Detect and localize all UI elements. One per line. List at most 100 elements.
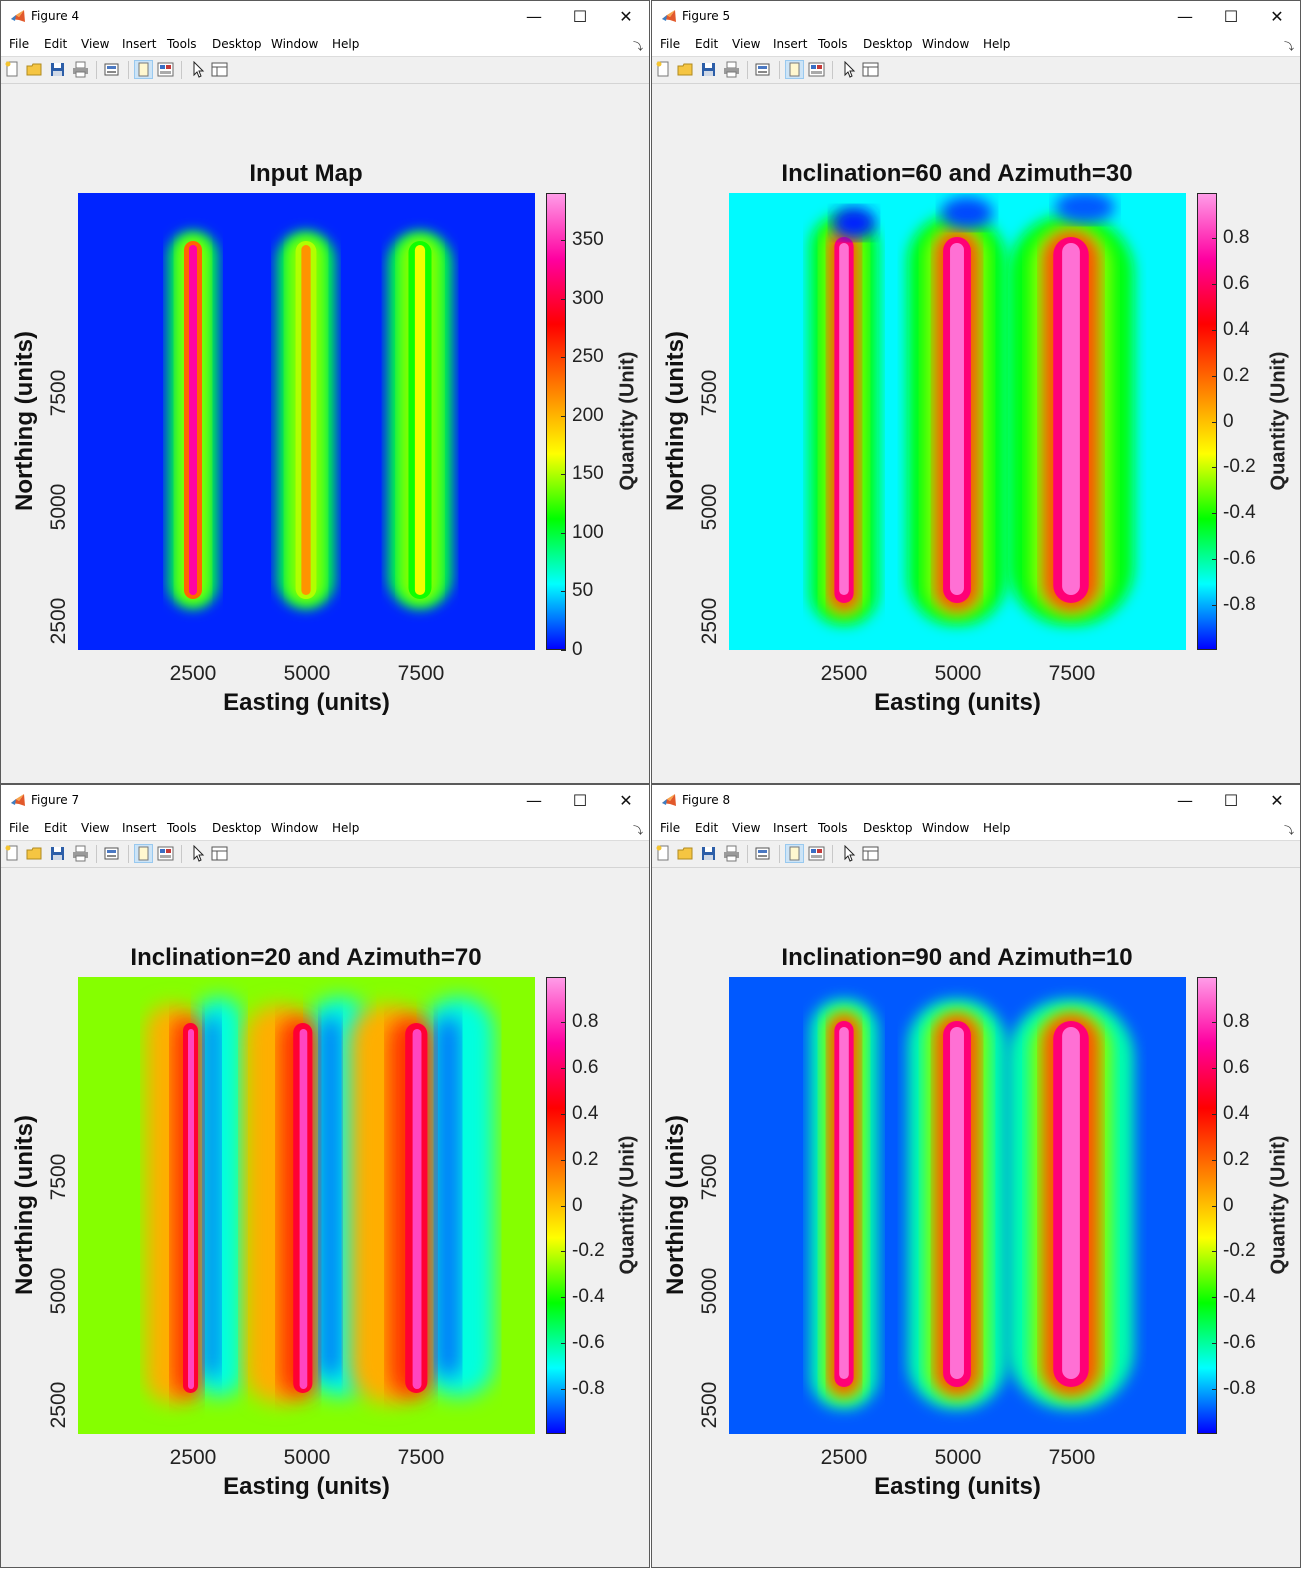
pointer-button[interactable] (840, 844, 857, 862)
panel-button[interactable] (808, 61, 825, 78)
figure-button[interactable] (134, 844, 153, 863)
menu-tools[interactable]: Tools (818, 821, 848, 835)
menu-file[interactable]: File (660, 821, 681, 835)
save-button[interactable] (700, 845, 717, 862)
open-folder-button[interactable] (26, 845, 43, 862)
title-bar[interactable]: Figure 7 — ☐ ✕ (1, 785, 649, 816)
figure-window-8[interactable]: Figure 8 — ☐ ✕ File Edit View Insert Tools Deskto… (651, 784, 1301, 1568)
title-bar[interactable]: Figure 8 — ☐ ✕ (652, 785, 1300, 816)
print-button[interactable] (72, 61, 89, 78)
maximize-button[interactable]: ☐ (572, 7, 588, 26)
figure-button[interactable] (134, 60, 153, 79)
plot-axes[interactable] (729, 977, 1186, 1434)
save-button[interactable] (700, 61, 717, 78)
figure-button[interactable] (785, 844, 804, 863)
menu-window[interactable]: Window (271, 821, 319, 835)
close-button[interactable]: ✕ (619, 791, 633, 810)
new-file-button[interactable] (655, 845, 672, 862)
property-editor-button[interactable] (211, 61, 228, 78)
menu-edit[interactable]: Edit (695, 821, 719, 835)
menu-window[interactable]: Window (922, 37, 970, 51)
menu-tools[interactable]: Tools (167, 37, 197, 51)
save-button[interactable] (49, 845, 66, 862)
colorbar[interactable] (546, 193, 566, 650)
plot-axes[interactable] (78, 193, 535, 650)
menu-tools[interactable]: Tools (818, 37, 848, 51)
pointer-button[interactable] (189, 60, 206, 78)
link-plot-button[interactable] (754, 845, 771, 862)
menu-view[interactable]: View (81, 37, 110, 51)
link-plot-button[interactable] (754, 61, 771, 78)
menu-desktop[interactable]: Desktop (212, 821, 262, 835)
save-button[interactable] (49, 61, 66, 78)
property-editor-button[interactable] (211, 845, 228, 862)
menu-desktop[interactable]: Desktop (863, 821, 913, 835)
minimize-button[interactable]: — (1177, 7, 1193, 26)
new-file-button[interactable] (4, 845, 21, 862)
minimize-button[interactable]: — (526, 7, 542, 26)
print-button[interactable] (723, 845, 740, 862)
minimize-button[interactable]: — (1177, 791, 1193, 810)
menu-edit[interactable]: Edit (44, 37, 68, 51)
open-folder-button[interactable] (677, 61, 694, 78)
new-file-button[interactable] (4, 61, 21, 78)
title-bar[interactable]: Figure 5 — ☐ ✕ (652, 1, 1300, 32)
menu-view[interactable]: View (732, 821, 761, 835)
menu-window[interactable]: Window (922, 821, 970, 835)
plot-axes[interactable] (78, 977, 535, 1434)
figure-button[interactable] (785, 60, 804, 79)
title-bar[interactable]: Figure 4 — ☐ ✕ (1, 1, 649, 32)
property-editor-button[interactable] (862, 845, 879, 862)
menu-insert[interactable]: Insert (122, 821, 157, 835)
menu-desktop[interactable]: Desktop (212, 37, 262, 51)
panel-button[interactable] (157, 61, 174, 78)
expand-toolbar-icon[interactable]: ⤵ (1284, 826, 1294, 837)
figure-window-7[interactable]: Figure 7 — ☐ ✕ File Edit View Insert Tools Deskto… (0, 784, 650, 1568)
menu-window[interactable]: Window (271, 37, 319, 51)
close-button[interactable]: ✕ (1270, 791, 1284, 810)
maximize-button[interactable]: ☐ (572, 791, 588, 810)
close-button[interactable]: ✕ (619, 7, 633, 26)
maximize-button[interactable]: ☐ (1223, 7, 1239, 26)
pointer-button[interactable] (840, 60, 857, 78)
colorbar-tick-label: 0.6 (1223, 272, 1250, 294)
menu-insert[interactable]: Insert (773, 37, 808, 51)
menu-help[interactable]: Help (983, 821, 1011, 835)
figure-window-4[interactable]: Figure 4 — ☐ ✕ File Edit View Insert Tools Deskto… (0, 0, 650, 784)
expand-toolbar-icon[interactable]: ⤵ (633, 42, 643, 53)
expand-toolbar-icon[interactable]: ⤵ (1284, 42, 1294, 53)
plot-axes[interactable] (729, 193, 1186, 650)
menu-edit[interactable]: Edit (44, 821, 68, 835)
menu-insert[interactable]: Insert (773, 821, 808, 835)
figure-icon (135, 846, 152, 866)
minimize-button[interactable]: — (526, 791, 542, 810)
panel-button[interactable] (157, 845, 174, 862)
menu-view[interactable]: View (81, 821, 110, 835)
figure-window-5[interactable]: Figure 5 — ☐ ✕ File Edit View Insert Tools Deskto… (651, 0, 1301, 784)
menu-help[interactable]: Help (332, 821, 360, 835)
print-button[interactable] (723, 61, 740, 78)
menu-file[interactable]: File (660, 37, 681, 51)
expand-toolbar-icon[interactable]: ⤵ (633, 826, 643, 837)
menu-view[interactable]: View (732, 37, 761, 51)
property-editor-button[interactable] (862, 61, 879, 78)
close-button[interactable]: ✕ (1270, 7, 1284, 26)
menu-help[interactable]: Help (983, 37, 1011, 51)
menu-file[interactable]: File (9, 821, 30, 835)
open-folder-button[interactable] (26, 61, 43, 78)
pointer-button[interactable] (189, 844, 206, 862)
menu-file[interactable]: File (9, 37, 30, 51)
menu-help[interactable]: Help (332, 37, 360, 51)
menu-edit[interactable]: Edit (695, 37, 719, 51)
open-folder-button[interactable] (677, 845, 694, 862)
panel-button[interactable] (808, 845, 825, 862)
link-plot-button[interactable] (103, 845, 120, 862)
link-plot-button[interactable] (103, 61, 120, 78)
maximize-button[interactable]: ☐ (1223, 791, 1239, 810)
menu-tools[interactable]: Tools (167, 821, 197, 835)
colorbar-tick-label: 0.6 (572, 1056, 599, 1078)
new-file-button[interactable] (655, 61, 672, 78)
print-button[interactable] (72, 845, 89, 862)
menu-insert[interactable]: Insert (122, 37, 157, 51)
menu-desktop[interactable]: Desktop (863, 37, 913, 51)
